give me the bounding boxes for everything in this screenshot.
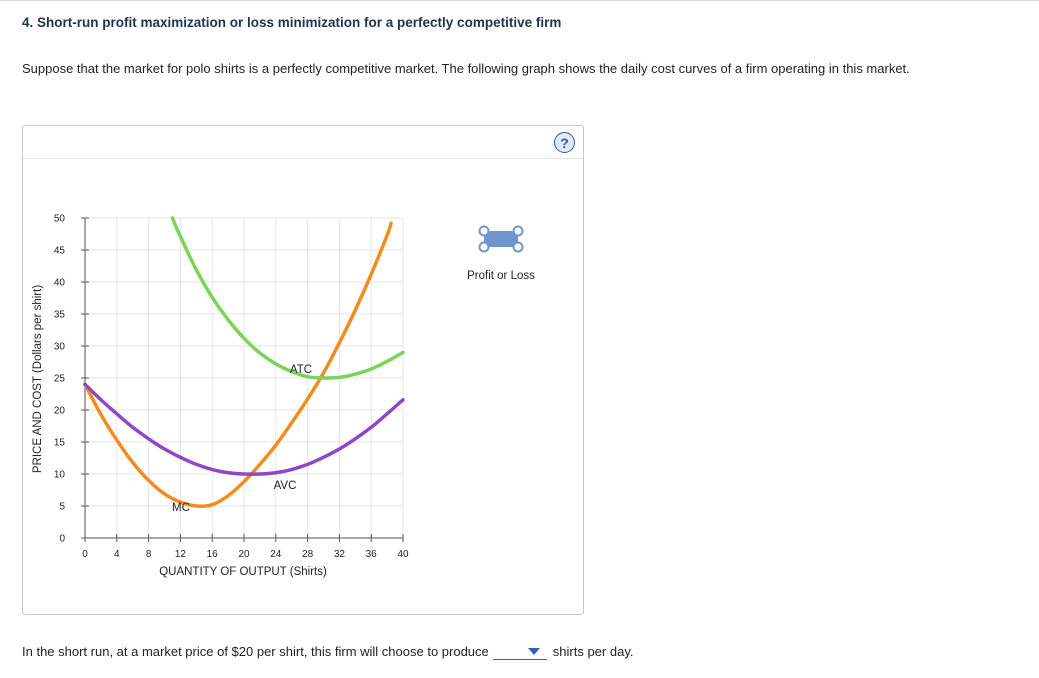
y-tick-label-45: 45 [54, 246, 66, 257]
profit-tool-handle-tr [512, 225, 524, 237]
x-tick-label-20: 20 [238, 549, 250, 560]
tick-labels: 0 5 10 15 20 25 30 35 40 45 50 0 4 8 12 16 20 24 28 32 36 40 [54, 214, 409, 561]
y-tick-label-0: 0 [59, 534, 65, 545]
quantity-dropdown[interactable] [492, 643, 547, 660]
x-tick-label-4: 4 [114, 549, 120, 560]
top-divider [0, 0, 1039, 1]
answer-prefix: In the short run, at a market price of $… [22, 644, 489, 659]
atc-curve-label: ATC [290, 364, 312, 376]
x-tick-label-12: 12 [175, 549, 187, 560]
y-tick-label-20: 20 [54, 406, 66, 417]
profit-tool-label: Profit or Loss [467, 270, 535, 282]
atc-curve [170, 216, 405, 380]
y-tick-label-35: 35 [54, 310, 66, 321]
x-tick-label-8: 8 [146, 549, 152, 560]
x-tick-label-32: 32 [334, 549, 346, 560]
graph-header: ? [23, 126, 583, 159]
mc-curve [83, 221, 393, 508]
mc-curve-label: MC [172, 502, 190, 514]
y-tick-label-30: 30 [54, 342, 66, 353]
x-tick-label-24: 24 [270, 549, 282, 560]
profit-tool-handle-br [512, 241, 524, 253]
avc-curve [83, 382, 405, 476]
help-icon: ? [560, 134, 569, 151]
profit-tool-swatch [484, 231, 518, 247]
y-axis-title: PRICE AND COST (Dollars per shirt) [32, 285, 44, 473]
graph-panel: ? 0 5 10 15 20 25 30 35 40 45 50 0 4 8 12 16 20 24 28 32 36 4… [22, 125, 584, 615]
x-tick-label-28: 28 [302, 549, 314, 560]
x-tick-label-16: 16 [207, 549, 219, 560]
x-axis-title: QUANTITY OF OUTPUT (Shirts) [159, 566, 327, 578]
y-tick-label-5: 5 [59, 502, 65, 513]
answer-suffix: shirts per day. [552, 644, 634, 659]
question-title: 4. Short-run profit maximization or loss… [22, 15, 562, 30]
dropdown-arrow-icon [527, 648, 540, 655]
curves [83, 216, 405, 508]
answer-line: In the short run, at a market price of $… [22, 643, 633, 660]
y-tick-label-25: 25 [54, 374, 66, 385]
question-prompt: Suppose that the market for polo shirts … [22, 61, 910, 76]
axes [81, 217, 404, 542]
profit-or-loss-tool[interactable]: Profit or Loss [467, 225, 535, 283]
help-button[interactable]: ? [554, 132, 575, 153]
y-tick-label-50: 50 [54, 214, 66, 225]
x-tick-label-36: 36 [366, 549, 378, 560]
avc-curve-label: AVC [274, 480, 297, 492]
y-tick-label-10: 10 [54, 470, 66, 481]
x-tick-label-40: 40 [397, 549, 409, 560]
profit-tool-handle-tl [478, 225, 490, 237]
gridlines [85, 217, 404, 538]
y-tick-label-15: 15 [54, 438, 66, 449]
x-tick-label-0: 0 [82, 549, 88, 560]
y-tick-label-40: 40 [54, 278, 66, 289]
profit-tool-handle-bl [478, 241, 490, 253]
